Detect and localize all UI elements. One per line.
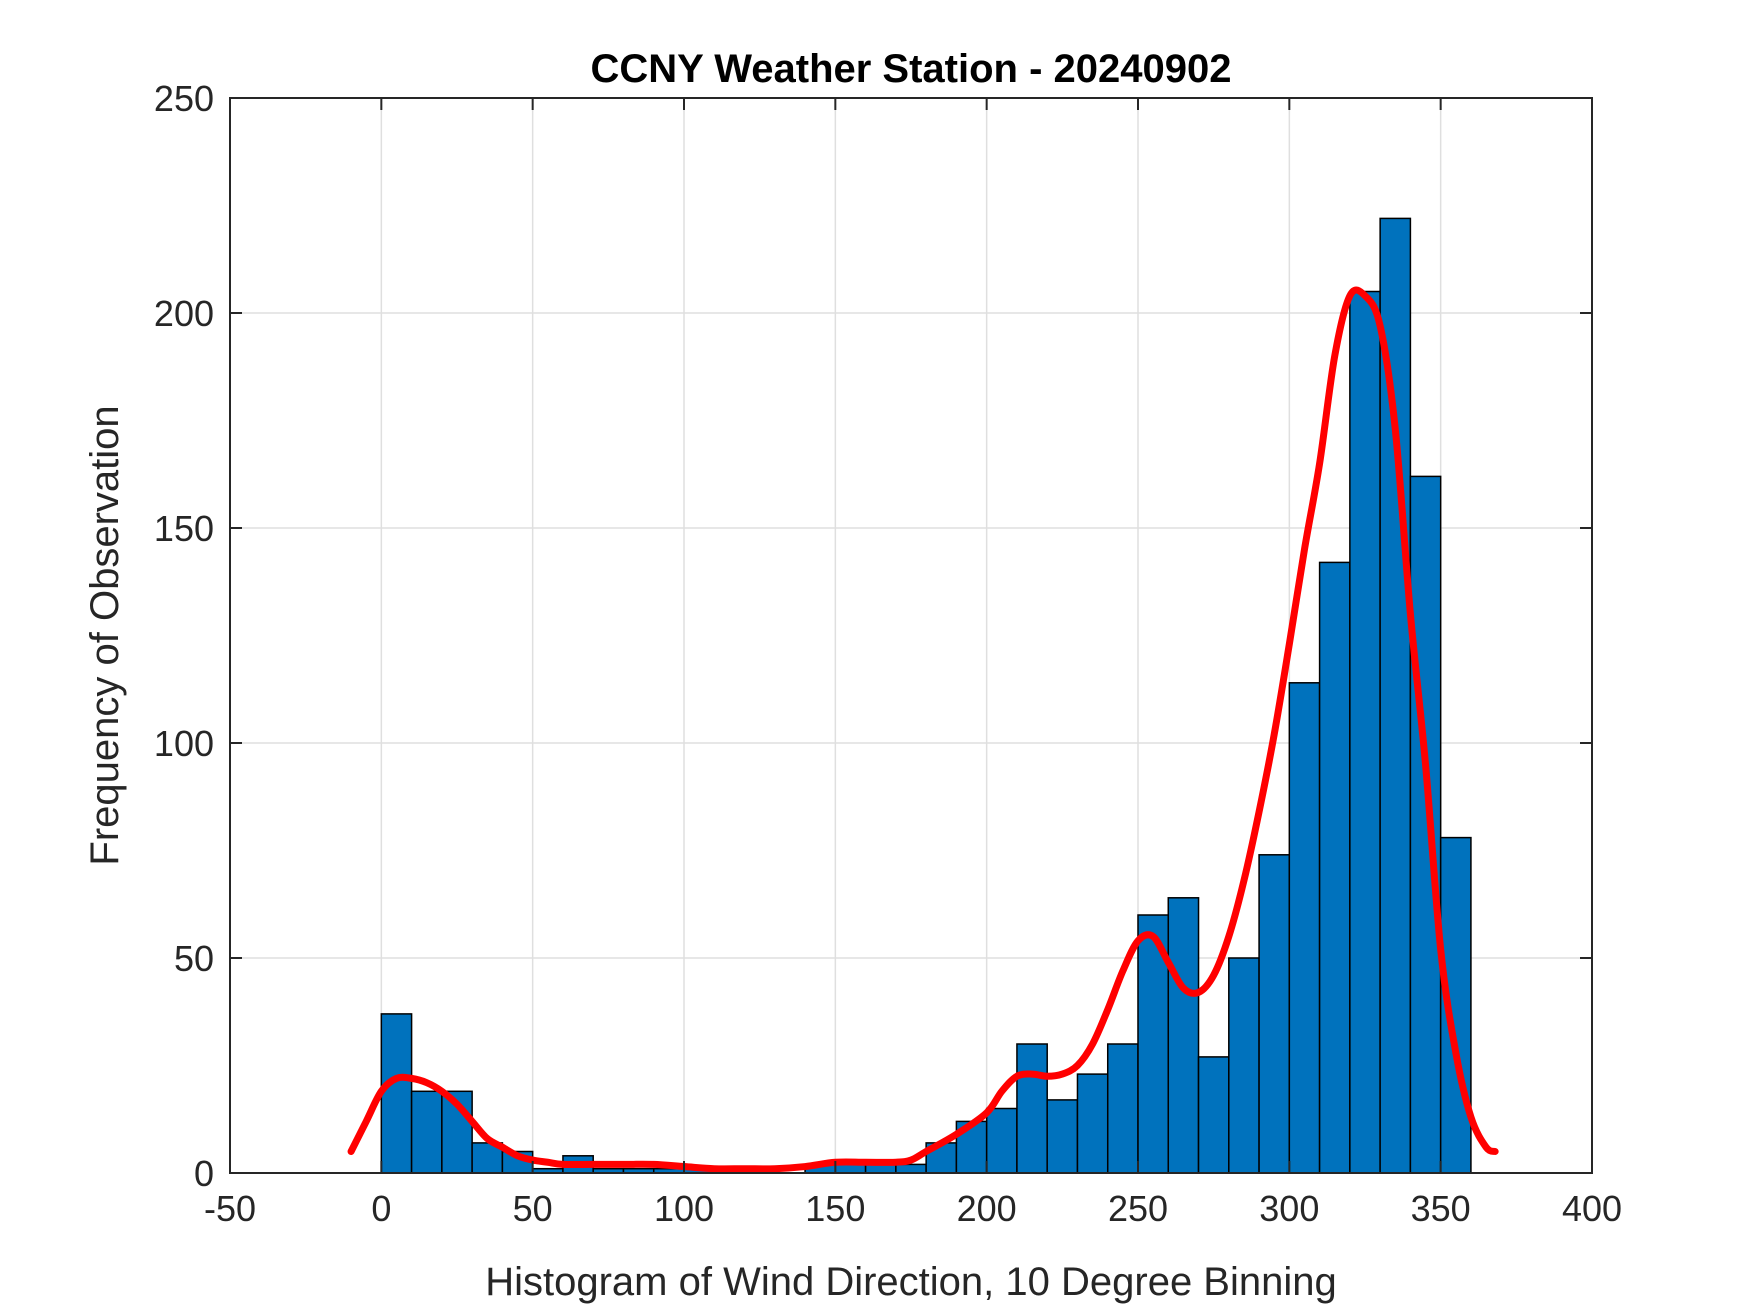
y-axis-label: Frequency of Observation (83, 405, 127, 865)
histogram-bar (1409, 475, 1442, 1174)
y-tick-label: 50 (174, 938, 214, 979)
density-fit-curve (347, 286, 1499, 1173)
histogram-bars (380, 217, 1472, 1174)
x-tick-label: -50 (204, 1188, 256, 1229)
axis-ticks: -50 0 50 100 150 200 250 300 350 4000501001502002… (154, 78, 1622, 1229)
histogram-bar (1167, 897, 1200, 1174)
y-tick-label: 0 (194, 1153, 214, 1194)
histogram-bar (1288, 682, 1321, 1174)
y-tick-label: 100 (154, 723, 214, 764)
x-tick-label: 250 (1108, 1188, 1168, 1229)
histogram-bar (1318, 561, 1351, 1174)
x-tick-label: 50 (513, 1188, 553, 1229)
y-tick-label: 150 (154, 508, 214, 549)
x-tick-label: 0 (371, 1188, 391, 1229)
plot-frame (229, 97, 1593, 1174)
y-tick-label: 250 (154, 78, 214, 119)
histogram-bar (1016, 1043, 1048, 1174)
histogram-bar (1197, 1056, 1230, 1174)
x-tick-label: 150 (805, 1188, 865, 1229)
y-tick-label: 200 (154, 293, 214, 334)
histogram-bar (895, 1163, 927, 1174)
histogram-bar (1046, 1099, 1079, 1174)
histogram-bar (1106, 1043, 1139, 1174)
x-tick-label: 100 (654, 1188, 714, 1229)
histogram-bar (1228, 957, 1260, 1174)
x-axis-label: Histogram of Wind Direction, 10 Degree B… (485, 1260, 1337, 1304)
histogram-bar (410, 1090, 443, 1174)
histogram-bar (380, 1013, 413, 1174)
fit-curve-layer (347, 286, 1499, 1173)
chart-title: CCNY Weather Station - 20240902 (591, 47, 1232, 91)
histogram-bar (1349, 290, 1381, 1174)
x-tick-label: 400 (1562, 1188, 1622, 1229)
histogram-bar (1258, 854, 1291, 1174)
histogram-bar (1076, 1073, 1109, 1174)
histogram-bar (985, 1107, 1018, 1174)
x-tick-label: 200 (957, 1188, 1017, 1229)
x-tick-label: 300 (1259, 1188, 1319, 1229)
x-tick-label: 350 (1411, 1188, 1471, 1229)
